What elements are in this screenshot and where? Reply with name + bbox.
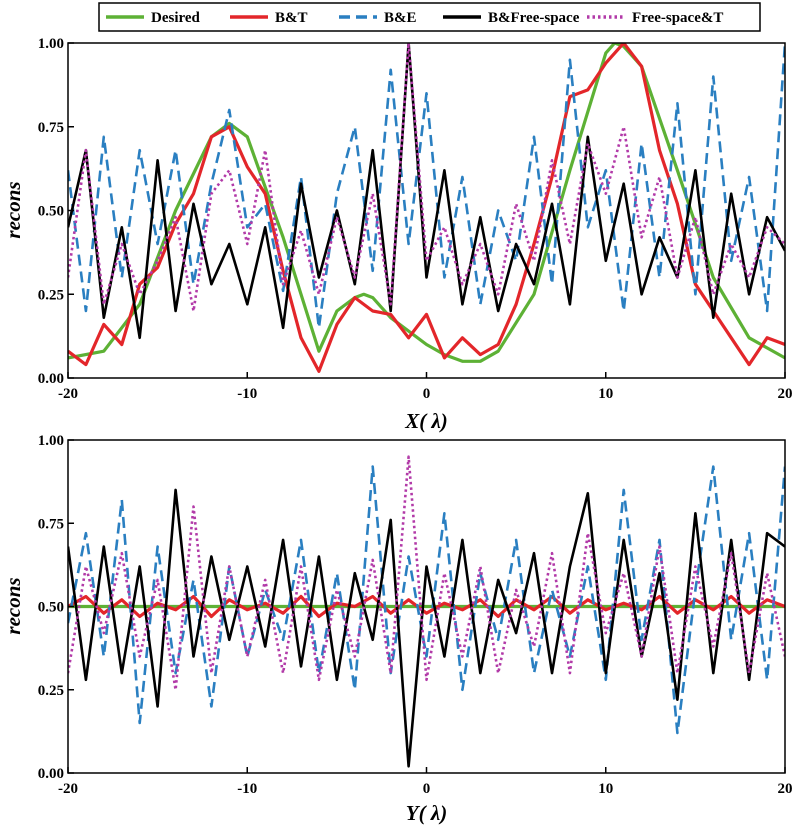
y-tick-label: 0.50 — [38, 204, 64, 220]
y-axis-label: recons — [1, 577, 25, 634]
x-tick-label: -20 — [58, 386, 78, 402]
bottom-panel: -20 -10 0 10 20 0.00 0.25 0.50 0.75 1.00 Y( λ) reco… — [1, 433, 793, 825]
legend-label-b-free-space: B&Free-space — [488, 10, 580, 26]
legend-label-b-t: B&T — [275, 10, 308, 26]
series-line-free-space-t — [68, 455, 785, 692]
x-axis-label: Y( λ) — [406, 801, 447, 825]
y-tick-label: 0.25 — [38, 287, 64, 303]
x-tick-label: 10 — [598, 781, 613, 797]
x-tick-label: 0 — [423, 386, 431, 402]
y-axis-label: recons — [1, 181, 25, 238]
series-line-b-e — [68, 43, 785, 330]
x-tick-label: 20 — [778, 781, 793, 797]
series-line-b-e — [68, 465, 785, 735]
legend-label-b-e: B&E — [384, 10, 417, 26]
x-tick-label: -20 — [58, 781, 78, 797]
x-tick-label: -10 — [237, 781, 257, 797]
y-tick-label: 1.00 — [38, 36, 64, 52]
legend-label-free-space-t: Free-space&T — [632, 10, 723, 26]
y-tick-label: 0.25 — [38, 683, 64, 699]
legend: Desired B&T B&E B&Free-space Free-space&T — [98, 2, 761, 32]
y-tick-label: 0.00 — [38, 371, 64, 387]
x-tick-label: 0 — [423, 781, 431, 797]
y-tick-label: 0.75 — [38, 516, 64, 532]
x-tick-label: 10 — [598, 386, 613, 402]
legend-label-desired: Desired — [151, 10, 201, 26]
x-tick-label: -10 — [237, 386, 257, 402]
plot-area — [68, 43, 785, 373]
series-line-b-t — [68, 43, 785, 373]
x-axis-label: X( λ) — [404, 409, 448, 433]
series-line-b-free-space — [68, 488, 785, 768]
y-tick-label: 0.00 — [38, 766, 64, 782]
x-tick-label: 20 — [778, 386, 793, 402]
y-tick-label: 0.50 — [38, 600, 64, 616]
y-tick-label: 0.75 — [38, 120, 64, 136]
y-tick-label: 1.00 — [38, 433, 64, 449]
top-panel: -20 -10 0 10 20 0.00 0.25 0.50 0.75 1.00 X( λ) reco… — [1, 36, 793, 433]
legend-box — [98, 2, 761, 32]
plot-area — [68, 455, 785, 768]
series-line-b-free-space — [68, 43, 785, 340]
